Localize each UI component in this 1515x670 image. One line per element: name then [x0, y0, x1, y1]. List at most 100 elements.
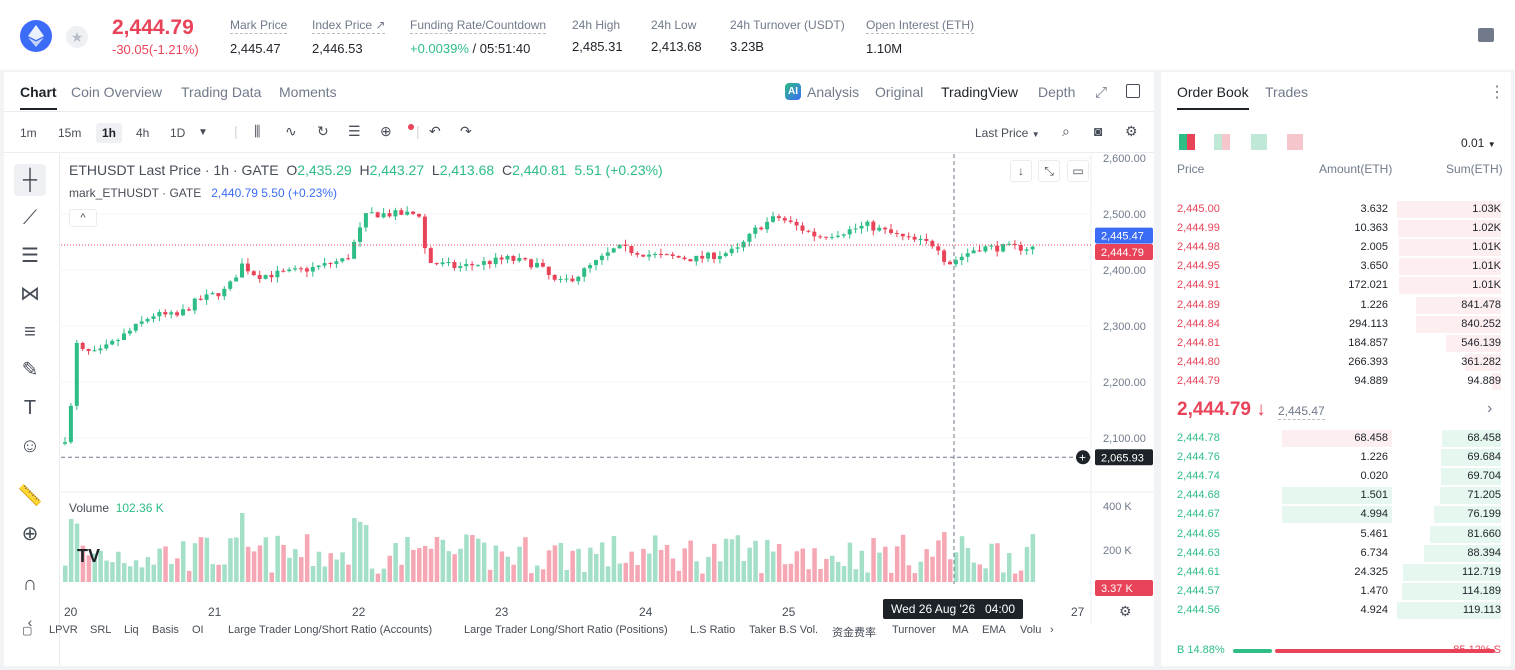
ruler-icon[interactable]: 📏 — [17, 485, 43, 507]
compare-icon[interactable]: ↻ — [317, 123, 329, 139]
fullscreen-icon[interactable]: ⤢ — [1095, 84, 1108, 101]
more-options-icon[interactable]: ⋮ — [1489, 84, 1505, 101]
bid-row[interactable]: 2,444.74 0.020 69.704 — [1161, 467, 1511, 486]
bid-row[interactable]: 2,444.61 24.325 112.719 — [1161, 563, 1511, 582]
settings-gear-icon[interactable]: ⚙ — [1125, 123, 1138, 139]
bid-row[interactable]: 2,444.65 5.461 81.660 — [1161, 525, 1511, 544]
fib-icon[interactable]: ≡ — [24, 321, 36, 343]
volume-bar — [133, 560, 139, 582]
collapse-legend-button[interactable]: ^ — [69, 209, 97, 227]
bid-row[interactable]: 2,444.63 6.734 88.394 — [1161, 544, 1511, 563]
indicator-1[interactable]: SRL — [90, 624, 112, 636]
bid-row[interactable]: 2,444.68 1.501 71.205 — [1161, 486, 1511, 505]
undo-icon[interactable]: ↶ — [429, 123, 441, 139]
bid-row[interactable]: 2,444.57 1.470 114.189 — [1161, 582, 1511, 601]
price-source-select[interactable]: Last Price ▼ — [975, 126, 1040, 140]
candle-type-icon[interactable]: ⫼ — [254, 123, 261, 139]
indicator-edit-icon[interactable]: ▢ — [22, 625, 33, 637]
indicator-0[interactable]: LPVR — [49, 624, 78, 636]
candle-body — [269, 274, 274, 278]
indicator-next-icon[interactable]: › — [1050, 624, 1054, 636]
tab-chart[interactable]: Chart — [20, 84, 57, 110]
book-mode-bids-icon[interactable] — [1251, 134, 1267, 150]
tab-trades[interactable]: Trades — [1265, 84, 1309, 100]
indicator-12[interactable]: EMA — [982, 624, 1006, 636]
indicators-icon[interactable]: ∿ — [285, 123, 297, 139]
view-original[interactable]: Original — [875, 84, 924, 100]
indicator-5[interactable]: Large Trader Long/Short Ratio (Accounts) — [228, 624, 433, 636]
ask-row[interactable]: 2,444.95 3.650 1.01K — [1161, 257, 1511, 276]
book-mode-asks-icon[interactable] — [1287, 134, 1303, 150]
tf-dropdown-icon[interactable]: ▼ — [198, 127, 208, 138]
tab-coin-overview[interactable]: Coin Overview — [71, 84, 163, 100]
view-tradingview[interactable]: TradingView — [941, 84, 1019, 100]
search-icon[interactable]: ⌕ — [1062, 123, 1070, 139]
tf-1h[interactable]: 1h — [96, 123, 123, 143]
trend-line-icon[interactable]: ⟋ — [23, 207, 37, 229]
bid-row[interactable]: 2,444.67 4.994 76.199 — [1161, 505, 1511, 524]
ask-row[interactable]: 2,444.81 184.857 546.139 — [1161, 334, 1511, 353]
pane-expand-button[interactable]: ⤡ — [1038, 160, 1060, 182]
ask-row[interactable]: 2,444.80 266.393 361.282 — [1161, 353, 1511, 372]
tab-trading-data[interactable]: Trading Data — [181, 84, 262, 100]
volume-bar — [995, 543, 1000, 582]
view-analysis[interactable]: Analysis — [807, 84, 860, 100]
add-alert-icon[interactable]: ⊕ — [380, 123, 392, 139]
pane-restore-button[interactable]: ▭ — [1067, 160, 1089, 182]
book-mode-split-icon[interactable] — [1214, 134, 1230, 150]
favorite-star-icon[interactable]: ★ — [66, 26, 88, 48]
candle-body — [759, 227, 764, 230]
bid-amount: 4.994 — [1360, 508, 1388, 521]
redo-icon[interactable]: ↷ — [460, 123, 472, 139]
volume-bar — [552, 545, 558, 582]
indicator-7[interactable]: L.S Ratio — [690, 624, 736, 636]
indicator-8[interactable]: Taker B.S Vol. — [749, 624, 819, 636]
ask-row[interactable]: 2,444.79 94.889 94.889 — [1161, 372, 1511, 391]
guide-book-icon[interactable] — [1478, 28, 1494, 42]
ask-row[interactable]: 2,444.84 294.113 840.252 — [1161, 315, 1511, 334]
brush-icon[interactable]: ✎ — [21, 359, 39, 381]
price-chart-area[interactable]: 2,600.00 2,500.00 2,400.00 2,300.00 2,200.00… — [61, 154, 1154, 666]
tf-4h[interactable]: 4h — [136, 126, 150, 140]
indicator-11[interactable]: MA — [952, 624, 969, 636]
indicator-6[interactable]: Large Trader Long/Short Ratio (Positions… — [464, 624, 668, 636]
tab-order-book[interactable]: Order Book — [1177, 84, 1249, 110]
ask-row[interactable]: 2,444.98 2.005 1.01K — [1161, 238, 1511, 257]
ask-row[interactable]: 2,444.99 10.363 1.02K — [1161, 219, 1511, 238]
indicator-2[interactable]: Liq — [124, 624, 139, 636]
pattern-icon[interactable]: ⋈ — [20, 283, 40, 305]
bid-row[interactable]: 2,444.76 1.226 69.684 — [1161, 448, 1511, 467]
indicator-9[interactable]: 资金费率 — [832, 627, 876, 639]
tf-1m[interactable]: 1m — [20, 126, 37, 140]
tf-15m[interactable]: 15m — [58, 126, 82, 140]
pane-down-button[interactable]: ↓ — [1010, 160, 1032, 182]
crosshair-icon[interactable]: ┼ — [14, 164, 46, 196]
ask-row[interactable]: 2,444.91 172.021 1.01K — [1161, 276, 1511, 295]
indicator-13[interactable]: Volu — [1020, 624, 1042, 636]
tf-1d[interactable]: 1D — [170, 126, 186, 140]
view-depth[interactable]: Depth — [1038, 84, 1076, 100]
book-mode-both-icon[interactable] — [1179, 134, 1195, 150]
text-tool-icon[interactable]: T — [23, 397, 37, 419]
window-icon[interactable] — [1126, 84, 1140, 98]
chevron-left-icon[interactable]: ‹ — [27, 614, 33, 630]
indicator-3[interactable]: Basis — [152, 624, 179, 636]
indicator-10[interactable]: Turnover — [892, 624, 936, 636]
chevron-right-icon[interactable]: › — [1487, 400, 1493, 417]
indicator-4[interactable]: OI — [192, 624, 204, 636]
templates-icon[interactable]: ☰ — [348, 123, 361, 139]
precision-select[interactable]: 0.01 ▼ — [1461, 136, 1496, 150]
candlestick-chart[interactable]: 2,600.00 2,500.00 2,400.00 2,300.00 2,200.00… — [61, 154, 1154, 624]
magnet-icon[interactable]: ∩ — [22, 573, 38, 595]
bid-row[interactable]: 2,444.56 4.924 119.113 — [1161, 601, 1511, 620]
emoji-icon[interactable]: ☺ — [19, 435, 41, 457]
ask-sum: 1.01K — [1472, 241, 1501, 254]
tab-moments[interactable]: Moments — [279, 84, 337, 100]
horizontal-lines-icon[interactable]: ☰ — [21, 245, 39, 267]
camera-icon[interactable]: ◙ — [1094, 123, 1103, 139]
bid-row[interactable]: 2,444.78 68.458 68.458 — [1161, 429, 1511, 448]
ask-row[interactable]: 2,444.89 1.226 841.478 — [1161, 296, 1511, 315]
zoom-in-icon[interactable]: ⊕ — [21, 523, 39, 545]
stat-index-price[interactable]: Index Price ↗ 2,446.53 — [312, 18, 386, 56]
ask-row[interactable]: 2,445.00 3.632 1.03K — [1161, 200, 1511, 219]
